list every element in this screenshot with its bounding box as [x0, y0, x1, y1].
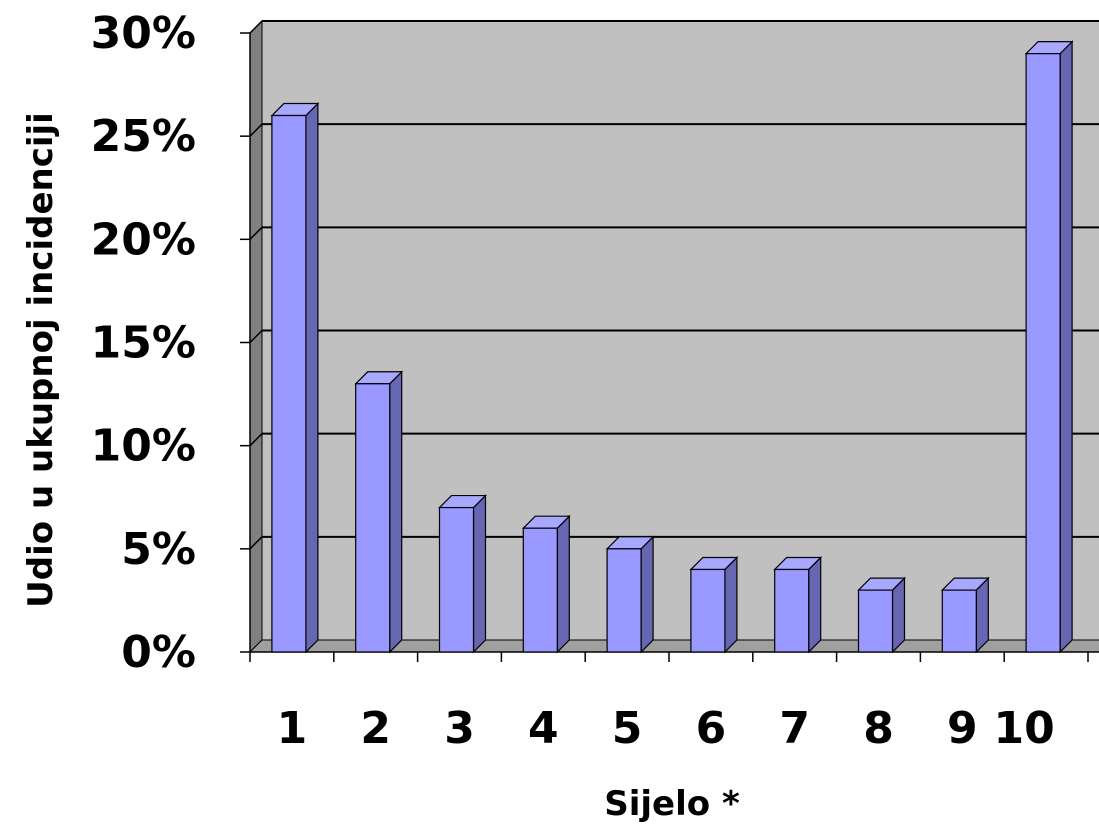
bar-3: [438, 494, 487, 654]
bar-10: [1024, 40, 1074, 654]
gridline-side: [249, 123, 263, 137]
x-tick-label: 4: [528, 703, 559, 754]
x-tick-label: 6: [696, 703, 727, 754]
bar-front: [857, 589, 894, 653]
bar-side: [808, 556, 822, 654]
bar-front: [774, 568, 810, 653]
x-tick-label: 1: [277, 703, 308, 754]
bar-9: [940, 576, 990, 654]
bar-7: [773, 556, 823, 654]
bar-front: [271, 114, 307, 653]
bar-side: [891, 576, 906, 654]
y-tick-label: 20%: [91, 214, 196, 265]
x-axis-title: Sijelo *: [604, 784, 740, 824]
bar-8: [857, 576, 906, 654]
bar-1: [270, 102, 320, 654]
x-tick-label: 9: [947, 703, 978, 754]
x-tick-label: 2: [360, 703, 391, 754]
x-tick-label: 10: [993, 703, 1054, 754]
bar-side: [1059, 40, 1073, 654]
bar-side: [305, 102, 319, 654]
y-tick-label: 10%: [91, 421, 196, 472]
bar-side: [975, 576, 989, 654]
gridline-side: [249, 536, 263, 550]
bars: [270, 40, 1074, 654]
bar-side: [724, 556, 738, 654]
gridline-side: [249, 20, 263, 34]
gridlines: [249, 20, 1099, 550]
y-tick-label: 0%: [121, 627, 196, 678]
y-tick-label: 5%: [121, 524, 196, 575]
x-tick-label: 7: [779, 703, 810, 754]
x-tick-label: 8: [863, 703, 894, 754]
bar-front: [941, 589, 977, 653]
bar-side: [640, 535, 654, 654]
bar-front: [522, 527, 558, 653]
bar-front: [355, 383, 391, 653]
gridline-side: [249, 226, 263, 240]
y-tick-labels: 0% 5% 10% 15% 20% 25% 30%: [91, 8, 196, 678]
x-tick-label: 3: [444, 703, 475, 754]
y-tick-label: 25%: [91, 111, 196, 162]
bar-side: [389, 370, 403, 654]
gridline-side: [249, 329, 263, 344]
y-axis-title: Udio u ukupnoj incidenciji: [21, 112, 61, 608]
bar-side: [556, 514, 570, 654]
bar-4: [521, 514, 571, 654]
bar-side: [472, 494, 487, 654]
gridline-side: [249, 433, 263, 447]
bar-front: [606, 548, 642, 653]
x-tick-labels: 1 2 3 4 5 6 7 8 9 10: [277, 703, 1055, 754]
bar-front: [438, 506, 475, 653]
bar-5: [605, 535, 655, 654]
bar-front: [690, 568, 726, 653]
bar-front: [1025, 53, 1061, 653]
y-tick-label: 15%: [91, 318, 196, 369]
bar-2: [354, 370, 404, 654]
bar-6: [689, 556, 739, 654]
y-tick-label: 30%: [91, 8, 196, 59]
x-tick-label: 5: [612, 703, 643, 754]
